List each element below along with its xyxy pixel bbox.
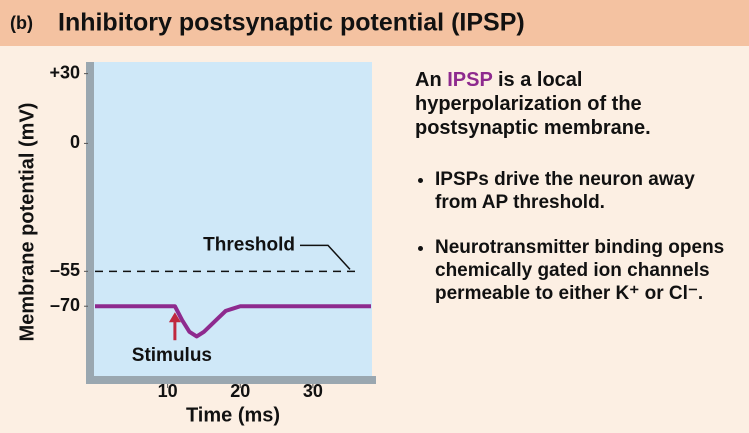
potential-line	[95, 304, 371, 339]
y-tick-label: +30	[49, 62, 80, 82]
y-axis-bar	[86, 62, 94, 384]
x-axis-bar	[86, 376, 376, 384]
plot-area	[92, 62, 372, 378]
y-tick-label: 0	[70, 132, 80, 152]
bullet: Neurotransmitter binding opens chemicall…	[435, 236, 725, 305]
x-axis-label: Time (ms)	[186, 404, 280, 426]
header-band	[0, 0, 749, 46]
side-text: An IPSP is a local hyperpolarization of …	[415, 68, 735, 327]
x-tick-label: 30	[303, 381, 323, 401]
bullet-list: IPSPs drive the neuron away from AP thre…	[415, 168, 725, 305]
y-axis-label: Membrane potential (mV)	[16, 103, 38, 342]
heading-highlight: IPSP	[447, 69, 493, 91]
bullet: IPSPs drive the neuron away from AP thre…	[435, 168, 725, 214]
threshold-label: Threshold	[203, 234, 295, 255]
x-tick-label: 10	[158, 381, 178, 401]
x-tick-label: 20	[230, 381, 250, 401]
stimulus-label: Stimulus	[132, 345, 212, 366]
threshold-leader	[300, 244, 351, 270]
stimulus-arrowhead	[168, 312, 181, 323]
panel-label: (b)	[10, 13, 33, 33]
heading-text: An	[415, 69, 448, 91]
y-tick-label: –55	[50, 260, 80, 280]
y-tick-label: –70	[50, 295, 80, 315]
heading: An IPSP is a local hyperpolarization of …	[415, 68, 735, 140]
heading-text: is a local hyperpolarization of the post…	[415, 69, 651, 139]
chart-title: Inhibitory postsynaptic potential (IPSP)	[58, 9, 525, 37]
